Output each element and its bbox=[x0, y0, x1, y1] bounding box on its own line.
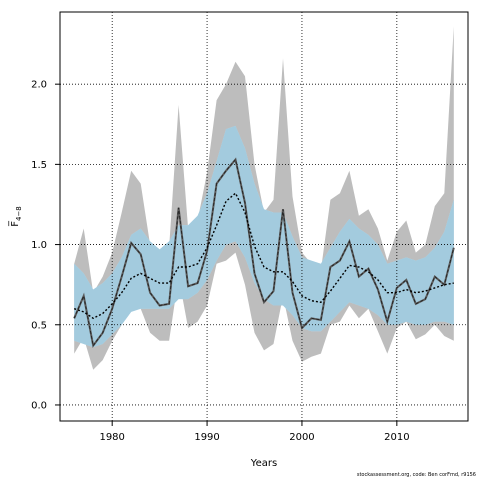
y-tick-label: 0.5 bbox=[31, 320, 47, 331]
y-tick-label: 2.0 bbox=[31, 80, 47, 91]
x-tick-label: 2010 bbox=[384, 432, 409, 443]
y-tick-label: 1.5 bbox=[31, 160, 47, 171]
source-credit: stockassessment.org, code: Ben corFmd, r… bbox=[356, 472, 476, 478]
plot-frame bbox=[59, 11, 469, 422]
smoothed-line bbox=[73, 192, 454, 320]
x-tick-label: 1980 bbox=[99, 432, 124, 443]
estimate-line bbox=[73, 157, 455, 349]
x-axis-label: Years bbox=[250, 458, 277, 469]
axes-layer: 1980 1990 2000 2010 0.0 0.5 1.0 1.5 2.0 bbox=[31, 80, 409, 443]
y-axis-label: F̅4−8 bbox=[8, 206, 23, 227]
x-tick-label: 2000 bbox=[289, 432, 314, 443]
lines-layer bbox=[73, 157, 455, 349]
bands-layer bbox=[74, 26, 454, 370]
y-axis-label-main: F̅ bbox=[8, 220, 21, 227]
y-axis-label-subscript: 4−8 bbox=[15, 206, 23, 221]
x-tick-label: 1990 bbox=[194, 432, 219, 443]
y-tick-label: 0.0 bbox=[31, 400, 47, 411]
inner-confidence-band bbox=[74, 125, 454, 348]
y-tick-label: 1.0 bbox=[31, 240, 47, 251]
grid-layer bbox=[60, 12, 468, 421]
